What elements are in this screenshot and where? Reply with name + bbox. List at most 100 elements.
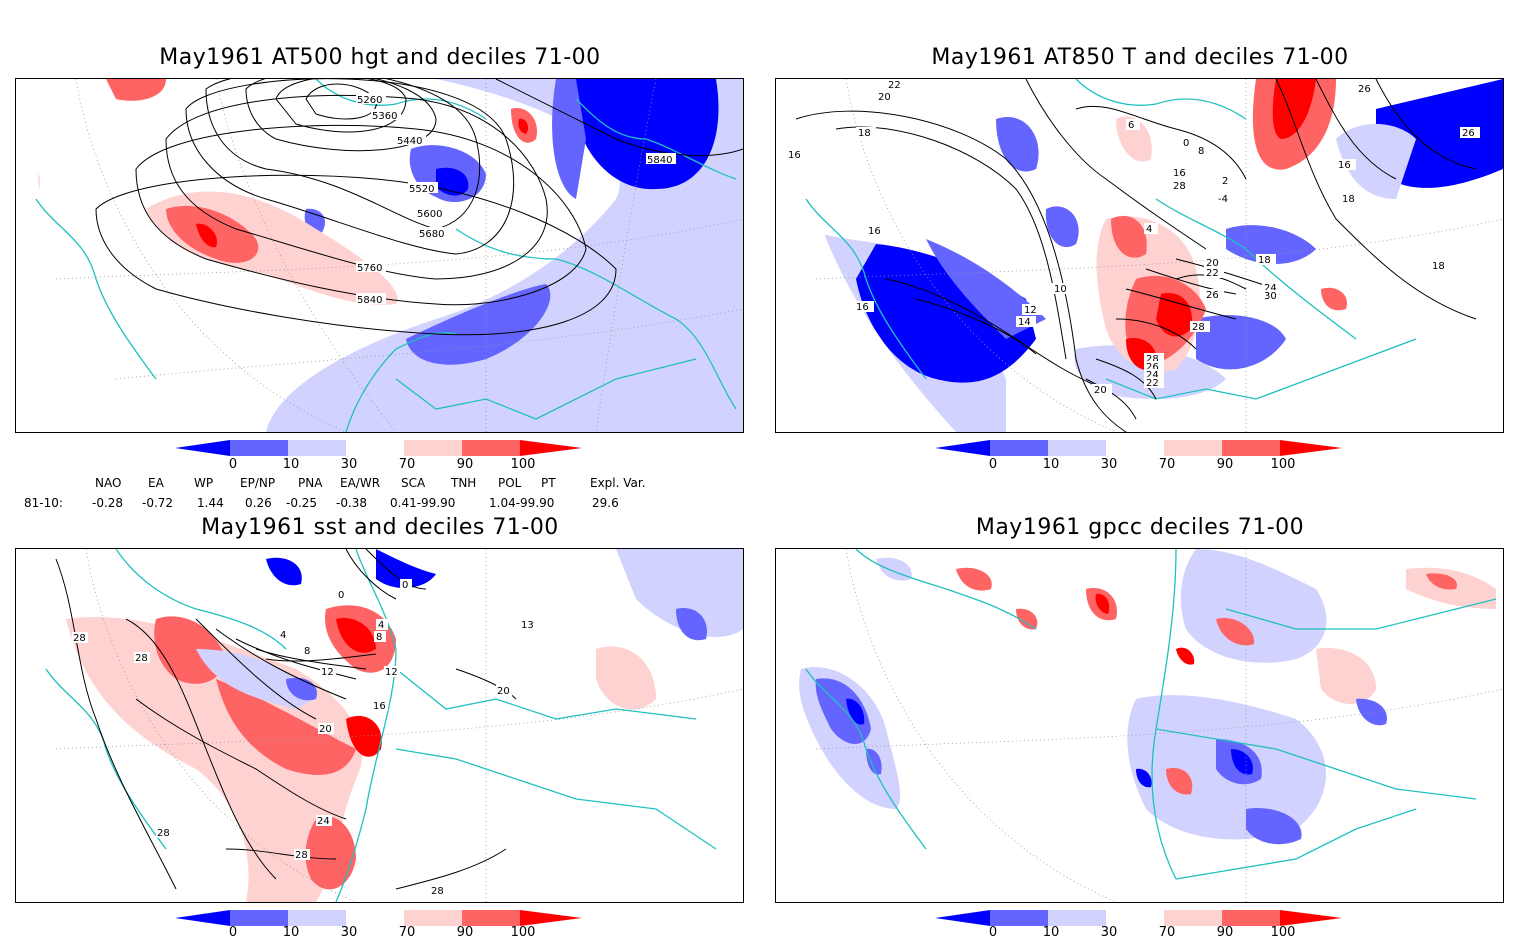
colorbar-tick: 90 <box>1216 925 1234 940</box>
tc-value: 0.41-99.90 <box>390 496 456 510</box>
contour-label: 16 <box>788 150 801 161</box>
contour-label: 2 <box>1222 176 1228 187</box>
colorbar-tick: 30 <box>340 457 358 472</box>
contour-label: 5840 <box>647 155 672 166</box>
colorbar-hgt <box>175 440 582 456</box>
contour-label: 28 <box>1146 354 1159 365</box>
colorbar-tick: 10 <box>1042 457 1060 472</box>
contour-label: 0 <box>1183 138 1189 149</box>
contour-label: 12 <box>321 667 334 678</box>
colorbar-tick: 90 <box>456 457 474 472</box>
contour-label: 30 <box>1264 291 1277 302</box>
contour-label: 18 <box>1342 194 1355 205</box>
contour-label: 16 <box>373 701 386 712</box>
tc-header: Expl. Var. <box>590 476 646 490</box>
contour-label: 5520 <box>409 184 434 195</box>
contour-label: 5840 <box>357 295 382 306</box>
tc-header: EA <box>148 476 164 490</box>
gpcc-map-graphic <box>776 549 1503 902</box>
tc-header: TNH <box>451 476 477 490</box>
contour-label: 14 <box>1018 317 1031 328</box>
sst-map-graphic: 28 28 4 8 12 16 20 24 28 28 0 0 4 8 12 2… <box>16 549 743 902</box>
contour-label: 8 <box>376 632 382 643</box>
contour-label: 18 <box>858 128 871 139</box>
contour-label: 20 <box>497 686 510 697</box>
contour-label: 28 <box>295 850 308 861</box>
contour-label: 24 <box>1146 370 1159 381</box>
contour-label: 16 <box>1338 160 1351 171</box>
colorbar-tick: 100 <box>510 457 536 472</box>
contour-label: 16 <box>1173 168 1186 179</box>
colorbar-tick: 10 <box>282 457 300 472</box>
tc-value: 0.26 <box>245 496 272 510</box>
tc-header: WP <box>194 476 214 490</box>
contour-label: 4 <box>378 620 384 631</box>
colorbar-tick: 100 <box>1270 925 1296 940</box>
contour-label: 22 <box>1146 378 1159 389</box>
panel-title-t850: May1961 AT850 T and deciles 71-00 <box>931 45 1349 70</box>
contour-label: 26 <box>1462 128 1475 139</box>
tc-header: EP/NP <box>240 476 276 490</box>
contour-label: 28 <box>135 653 148 664</box>
contour-label: -4 <box>1218 194 1228 205</box>
tc-value: 1.04-99.90 <box>489 496 555 510</box>
tc-value: 1.44 <box>197 496 224 510</box>
hgt-map-graphic: 5260 5360 5440 5520 5600 5680 5760 5840 … <box>16 79 743 432</box>
colorbar-tick: 70 <box>1158 925 1176 940</box>
contour-label: 5600 <box>417 209 442 220</box>
colorbar-tick: 30 <box>1100 925 1118 940</box>
contour-label: 28 <box>73 633 86 644</box>
contour-label: 22 <box>888 80 901 91</box>
tc-row-label: 81-10: <box>24 496 63 510</box>
tc-value: -0.38 <box>336 496 368 510</box>
contour-label: 5760 <box>357 263 382 274</box>
tc-header: EA/WR <box>340 476 381 490</box>
colorbar-tick: 70 <box>398 925 416 940</box>
contour-label: 26 <box>1146 362 1159 373</box>
contour-label: 28 <box>157 828 170 839</box>
contour-label: 18 <box>1432 261 1445 272</box>
map-panel-t850: 22 20 18 16 16 14 12 10 18 20 22 24 26 2… <box>775 78 1504 433</box>
colorbar-tick: 70 <box>1158 457 1176 472</box>
contour-label: 0 <box>402 580 408 591</box>
colorbar-tick: 0 <box>988 925 998 940</box>
teleconnection-table: NAO EA WP EP/NP PNA EA/WR SCA TNH POL PT… <box>0 474 700 514</box>
tc-header: POL <box>498 476 522 490</box>
contour-label: 24 <box>1264 283 1277 294</box>
colorbar-tick: 100 <box>510 925 536 940</box>
contour-label: 28 <box>1173 181 1186 192</box>
colorbar-tick: 90 <box>1216 457 1234 472</box>
contour-label: 20 <box>319 724 332 735</box>
contour-label: 22 <box>1206 268 1219 279</box>
map-panel-hgt: 5260 5360 5440 5520 5600 5680 5760 5840 … <box>15 78 744 433</box>
contour-label: 12 <box>1024 305 1037 316</box>
colorbar-tick: 90 <box>456 925 474 940</box>
colorbar-tick: 0 <box>988 457 998 472</box>
colorbar-t850 <box>935 440 1342 456</box>
panel-title-hgt: May1961 AT500 hgt and deciles 71-00 <box>159 45 601 70</box>
contour-label: 5360 <box>372 111 397 122</box>
contour-label: 28 <box>431 886 444 897</box>
map-panel-sst: 28 28 4 8 12 16 20 24 28 28 0 0 4 8 12 2… <box>15 548 744 903</box>
contour-label: 8 <box>1198 146 1204 157</box>
contour-label: 24 <box>317 816 330 827</box>
contour-label: 5260 <box>357 95 382 106</box>
contour-label: 28 <box>1192 322 1205 333</box>
contour-label: 18 <box>1258 255 1271 266</box>
map-panel-gpcc <box>775 548 1504 903</box>
colorbar-tick: 30 <box>1100 457 1118 472</box>
colorbar-tick: 100 <box>1270 457 1296 472</box>
colorbar-tick: 0 <box>228 457 238 472</box>
t850-map-graphic: 22 20 18 16 16 14 12 10 18 20 22 24 26 2… <box>776 79 1503 432</box>
contour-label: 5440 <box>397 136 422 147</box>
tc-value: -0.72 <box>142 496 174 510</box>
tc-value: -0.25 <box>286 496 318 510</box>
contour-label: 20 <box>878 92 891 103</box>
panel-title-sst: May1961 sst and deciles 71-00 <box>201 515 559 540</box>
tc-header: PT <box>541 476 556 490</box>
colorbar-tick: 0 <box>228 925 238 940</box>
contour-label: 16 <box>868 226 881 237</box>
colorbar-sst <box>175 910 582 926</box>
contour-label: 12 <box>385 667 398 678</box>
panel-title-gpcc: May1961 gpcc deciles 71-00 <box>975 515 1305 540</box>
